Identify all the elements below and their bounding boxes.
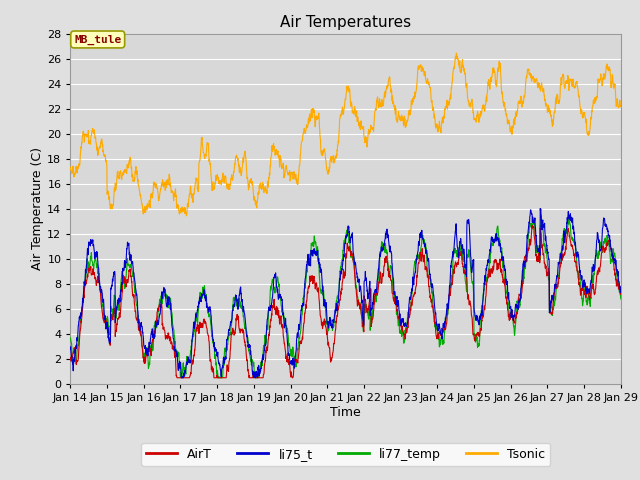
X-axis label: Time: Time <box>330 406 361 419</box>
Text: MB_tule: MB_tule <box>74 35 122 45</box>
Legend: AirT, li75_t, li77_temp, Tsonic: AirT, li75_t, li77_temp, Tsonic <box>141 443 550 466</box>
Y-axis label: Air Temperature (C): Air Temperature (C) <box>31 147 44 270</box>
Title: Air Temperatures: Air Temperatures <box>280 15 411 30</box>
